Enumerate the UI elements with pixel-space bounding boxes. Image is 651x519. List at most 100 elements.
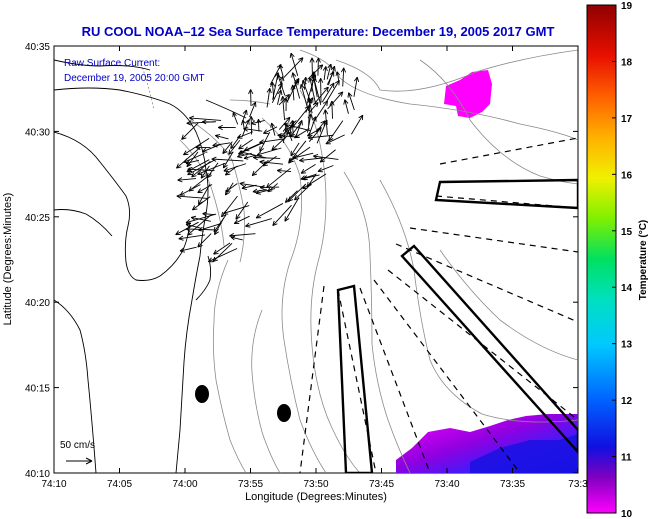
current-vector — [250, 120, 265, 126]
current-vector — [187, 159, 215, 176]
current-vector — [312, 86, 329, 106]
current-vector — [181, 122, 199, 140]
current-vector — [351, 114, 364, 135]
current-vector — [290, 124, 295, 136]
x-tick-label: 73:40 — [434, 479, 459, 490]
current-vector — [326, 71, 335, 85]
x-axis-label: Longitude (Degrees:Minutes) — [245, 491, 387, 503]
current-vector — [259, 159, 284, 165]
current-vector — [283, 57, 304, 78]
current-vector — [198, 184, 211, 205]
sst-patch-northeast — [444, 70, 492, 118]
current-vector — [317, 165, 334, 173]
current-vector — [207, 248, 238, 263]
y-tick-label: 40:20 — [25, 298, 50, 309]
x-tick-label: 73:35 — [500, 479, 525, 490]
y-tick-label: 40:30 — [25, 127, 50, 138]
colorbar-tick-label: 14 — [621, 283, 633, 294]
current-vector — [185, 222, 202, 229]
colorbar-tick-label: 10 — [621, 509, 633, 519]
y-tick-label: 40:35 — [25, 42, 50, 53]
current-vector — [202, 211, 216, 217]
y-axis-label: Latitude (Degrees:Minutes) — [2, 193, 14, 326]
current-vector — [177, 177, 197, 183]
current-vector — [276, 89, 283, 105]
current-vector — [197, 233, 212, 248]
current-vector — [187, 214, 211, 236]
scale-label: 50 cm/s — [60, 440, 95, 451]
current-vector — [299, 157, 323, 163]
colorbar-tick-label: 18 — [621, 57, 633, 68]
current-vector — [213, 242, 231, 255]
current-vector — [191, 160, 211, 178]
colorbar — [586, 4, 617, 514]
current-vector — [302, 174, 320, 181]
current-vector — [233, 215, 250, 225]
current-vector — [248, 89, 254, 106]
current-vector — [263, 126, 278, 134]
current-vector — [326, 80, 340, 102]
current-vector — [284, 190, 298, 203]
current-vector — [327, 91, 344, 110]
current-vector — [222, 141, 233, 154]
current-vector — [290, 84, 296, 101]
current-vector — [280, 96, 286, 121]
current-vector — [256, 147, 282, 157]
colorbar-label: Temperature (°C) — [638, 220, 649, 301]
current-vector — [291, 72, 301, 99]
plot-area — [53, 45, 579, 474]
current-vector — [266, 88, 272, 108]
colorbar-tick-label: 15 — [621, 227, 633, 238]
sst-patch-southeast-blue — [470, 434, 578, 473]
y-tick-label: 40:25 — [25, 213, 50, 224]
x-tick-label: 74:00 — [172, 479, 197, 490]
current-vector — [315, 57, 321, 76]
current-vector — [308, 102, 319, 114]
current-vector — [259, 184, 280, 191]
current-vector — [239, 150, 267, 159]
current-vector — [190, 215, 211, 222]
current-vector — [249, 101, 257, 118]
current-vector — [307, 64, 324, 80]
x-tick-label: 73:55 — [238, 479, 263, 490]
current-vector — [238, 138, 253, 150]
station-dot-east — [277, 404, 291, 422]
x-tick-label: 73:45 — [369, 479, 394, 490]
colorbar-tick-label: 13 — [621, 340, 633, 351]
current-vector — [243, 154, 256, 160]
current-vector — [179, 246, 197, 253]
x-tick-label: 74:05 — [107, 479, 132, 490]
colorbar-tick-label: 12 — [621, 396, 633, 407]
colorbar-tick-label: 11 — [621, 453, 632, 464]
current-vector — [224, 182, 234, 196]
current-vector — [347, 92, 355, 111]
current-vector — [288, 140, 307, 164]
current-vector — [340, 67, 347, 87]
current-vector — [271, 135, 288, 151]
x-tick-label: 74:10 — [41, 479, 66, 490]
current-vector — [289, 52, 299, 77]
current-vector — [237, 142, 263, 155]
current-vector — [235, 201, 249, 220]
y-tick-label: 40:15 — [25, 384, 50, 395]
colorbar-tick-label: 16 — [621, 170, 633, 181]
y-tick-label: 40:10 — [25, 469, 50, 480]
x-tick-label: 73:50 — [303, 479, 328, 490]
current-vector — [241, 119, 246, 131]
current-vector — [326, 63, 333, 80]
current-vector — [248, 116, 254, 135]
current-vector — [328, 120, 344, 142]
current-vector — [353, 76, 360, 97]
y-axis-ticks: 40:35 40:30 40:25 40:20 40:15 40:10 — [25, 42, 578, 480]
current-vector — [176, 147, 201, 169]
current-vector — [278, 64, 284, 77]
current-vector — [319, 149, 336, 163]
current-vector — [232, 112, 239, 125]
current-vector — [215, 134, 229, 140]
colorbar-ticks: 19 18 17 16 15 14 13 12 11 10 — [612, 1, 633, 519]
current-vector — [239, 181, 266, 188]
current-vector — [200, 165, 210, 179]
current-vector — [223, 163, 247, 173]
current-vector — [217, 124, 236, 131]
